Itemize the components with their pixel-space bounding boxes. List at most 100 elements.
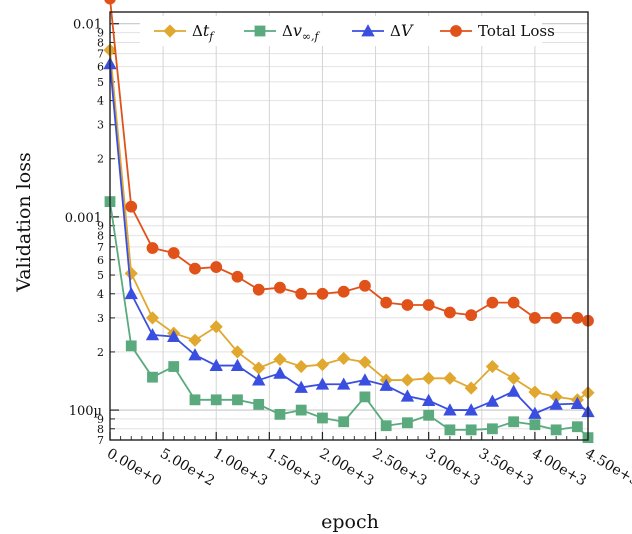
data-point-square [380, 420, 392, 432]
data-point-circle [359, 279, 371, 292]
data-point-triangle [464, 403, 478, 416]
data-point-triangle [570, 396, 585, 410]
data-point-diamond [507, 371, 521, 385]
y-minor-tick-label: 8 [97, 230, 104, 243]
data-point-square [168, 361, 180, 372]
data-point-triangle [294, 380, 308, 393]
data-point-circle [189, 262, 201, 275]
data-point-circle [486, 296, 499, 309]
y-minor-tick-label: 6 [97, 61, 104, 74]
legend-entry-square: Δv∞,f [244, 21, 321, 43]
y-minor-tick-label: 9 [97, 413, 104, 426]
data-point-circle [295, 287, 308, 300]
y-minor-tick-label: 7 [97, 241, 104, 254]
x-tick-label: 1.00e+3 [210, 446, 270, 490]
y-minor-tick-label: 7 [97, 48, 104, 61]
y-axis-title: Validation loss [13, 152, 35, 292]
data-point-triangle [549, 397, 563, 410]
data-point-square [232, 394, 243, 406]
data-point-triangle [230, 358, 245, 371]
x-tick-label: 3.50e+3 [476, 446, 536, 490]
series-line-circle [109, 0, 589, 322]
legend-label: Δv∞,f [282, 21, 321, 43]
y-tick-label: 100µ [69, 404, 102, 419]
legend-label: Total Loss [478, 22, 555, 40]
data-point-triangle [188, 348, 202, 361]
data-point-diamond [337, 351, 351, 366]
y-minor-tick-label: 3 [97, 119, 104, 132]
y-tick-label: 0.001 [65, 211, 102, 226]
data-point-circle [252, 283, 265, 296]
y-minor-tick-label: 4 [97, 288, 104, 301]
legend-entry-triangle: ΔV [352, 21, 414, 40]
y-minor-tick-label: 9 [97, 220, 104, 233]
data-point-square [529, 419, 541, 431]
data-point-triangle [528, 406, 542, 419]
data-point-diamond [315, 358, 330, 372]
data-point-circle [550, 312, 563, 324]
data-point-square [550, 424, 562, 436]
legend-background [140, 16, 542, 46]
data-point-triangle [124, 286, 138, 300]
series-circle-group [104, 0, 594, 327]
data-point-diamond [209, 320, 223, 334]
data-point-circle [528, 312, 541, 324]
data-point-triangle [421, 393, 436, 406]
y-minor-tick-label: 7 [97, 434, 104, 447]
y-tick-label: 0.01 [73, 18, 102, 33]
data-point-circle [401, 299, 414, 311]
data-point-square [423, 409, 435, 421]
data-point-circle [422, 299, 435, 311]
series-square-group [104, 196, 594, 444]
y-minor-tick-label: 3 [97, 312, 104, 325]
legend-marker-square [254, 25, 266, 37]
y-minor-tick-label: 2 [97, 153, 104, 166]
data-point-square [210, 394, 222, 406]
data-point-square [125, 340, 137, 352]
series-line-triangle [109, 63, 589, 415]
y-minor-tick-label: 5 [97, 76, 104, 89]
data-point-circle [316, 287, 329, 300]
data-point-triangle [337, 377, 351, 390]
x-tick-label: 1.50e+3 [263, 446, 323, 490]
series-line-square [109, 201, 589, 439]
x-axis-title: epoch [321, 511, 379, 533]
y-minor-tick-label: 5 [97, 269, 104, 282]
series-triangle-group [103, 56, 595, 419]
data-point-triangle [315, 377, 330, 390]
data-point-square [317, 412, 328, 424]
data-point-triangle [273, 366, 287, 379]
y-minor-tick-label: 8 [97, 423, 104, 436]
data-point-diamond [294, 359, 308, 374]
x-tick-label: 3.00e+3 [423, 446, 483, 490]
series-line-diamond [109, 50, 589, 401]
data-point-diamond [443, 371, 457, 385]
data-point-diamond [422, 371, 436, 385]
data-point-circle [167, 247, 180, 259]
data-point-square [402, 417, 413, 429]
data-point-triangle [485, 394, 500, 407]
data-point-diamond [273, 352, 287, 366]
data-point-square [189, 394, 201, 406]
data-point-diamond [124, 266, 138, 280]
legend: Δtf Δv∞,f ΔV Total Loss [140, 16, 555, 46]
data-point-triangle [506, 384, 521, 397]
data-point-triangle [167, 329, 181, 343]
data-point-circle [231, 270, 244, 283]
data-point-square [147, 371, 158, 383]
y-minor-tick-label: 4 [97, 95, 104, 108]
data-point-square [274, 408, 286, 420]
x-tick-label: 2.50e+3 [370, 446, 430, 490]
legend-marker-circle [450, 25, 462, 37]
y-minor-tick-label: 8 [97, 36, 104, 49]
series-layer [103, 0, 595, 444]
x-tick-label: 4.50e+3 [582, 446, 632, 490]
data-point-square [486, 423, 498, 435]
legend-entry-diamond: Δtf [154, 21, 215, 43]
data-point-square [338, 416, 350, 428]
data-point-square [571, 421, 583, 433]
data-point-square [253, 399, 265, 410]
data-point-triangle [400, 389, 415, 402]
data-point-triangle [145, 328, 160, 341]
